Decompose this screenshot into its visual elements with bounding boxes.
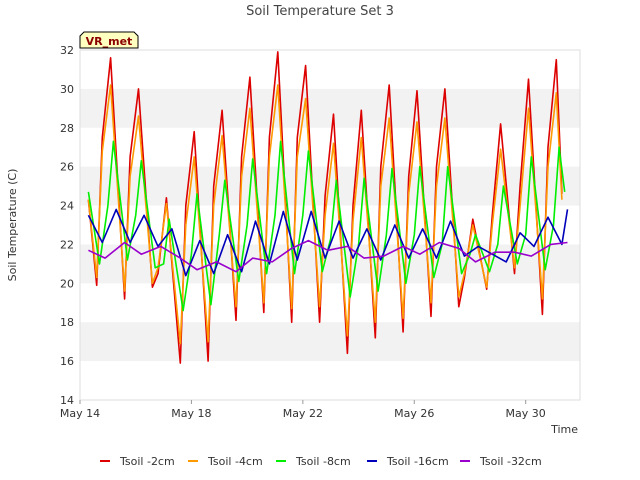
y-tick-label: 24 bbox=[60, 200, 74, 213]
y-tick-label: 22 bbox=[60, 238, 74, 251]
legend-label: Tsoil -8cm bbox=[295, 455, 351, 468]
grid-band bbox=[80, 88, 580, 128]
x-axis: May 14 May 18 May 22 May 26 May 30 bbox=[60, 400, 546, 420]
x-axis-label: Time bbox=[550, 423, 578, 436]
legend: Tsoil -2cm Tsoil -4cm Tsoil -8cm Tsoil -16c… bbox=[100, 455, 542, 468]
legend-label: Tsoil -32cm bbox=[479, 455, 542, 468]
x-tick-label: May 18 bbox=[171, 407, 211, 420]
y-tick-label: 30 bbox=[60, 83, 74, 96]
grid-band bbox=[80, 322, 580, 362]
legend-label: Tsoil -2cm bbox=[119, 455, 175, 468]
series-line-tsoil-16cm bbox=[87, 208, 569, 277]
series-line-tsoil-4cm bbox=[87, 84, 563, 345]
x-tick-label: May 30 bbox=[506, 407, 546, 420]
vr-met-badge: VR_met bbox=[79, 31, 139, 49]
plot-area bbox=[79, 49, 581, 401]
y-tick-label: 14 bbox=[60, 394, 74, 407]
y-tick-label: 20 bbox=[60, 277, 74, 290]
x-tick-label: May 26 bbox=[394, 407, 434, 420]
y-tick-label: 32 bbox=[60, 44, 74, 57]
y-tick-label: 26 bbox=[60, 161, 74, 174]
legend-label: Tsoil -16cm bbox=[386, 455, 449, 468]
y-axis: 14 16 18 20 22 24 26 28 30 32 bbox=[60, 44, 74, 407]
x-tick-label: May 22 bbox=[283, 407, 323, 420]
series-layer bbox=[87, 51, 569, 364]
series-line-tsoil-32cm bbox=[88, 239, 568, 273]
y-tick-label: 28 bbox=[60, 122, 74, 135]
badge-label: VR_met bbox=[86, 35, 133, 48]
y-tick-label: 18 bbox=[60, 316, 74, 329]
legend-label: Tsoil -4cm bbox=[207, 455, 263, 468]
y-tick-label: 16 bbox=[60, 355, 74, 368]
grid-bands bbox=[80, 88, 580, 362]
y-axis-label: Soil Temperature (C) bbox=[6, 169, 19, 282]
x-tick-label: May 14 bbox=[60, 407, 100, 420]
chart-title: Soil Temperature Set 3 bbox=[246, 4, 394, 19]
